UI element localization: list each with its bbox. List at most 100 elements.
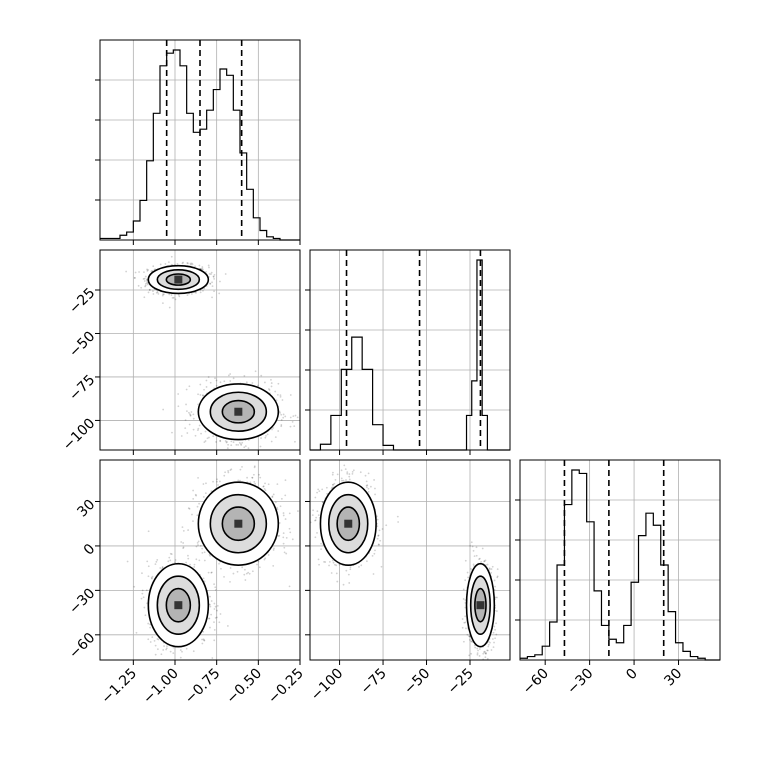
sample-point — [483, 560, 486, 563]
sample-point — [270, 378, 272, 381]
sample-point — [223, 380, 226, 383]
sample-point — [476, 653, 479, 656]
sample-point — [201, 642, 204, 645]
sample-point — [229, 580, 231, 583]
sample-point — [146, 269, 149, 272]
sample-point — [475, 554, 478, 557]
sample-point — [186, 262, 189, 264]
sample-point — [205, 386, 208, 388]
sample-point — [167, 261, 170, 264]
sample-point — [216, 604, 219, 607]
sample-point — [195, 545, 198, 548]
sample-point — [187, 669, 189, 671]
sample-point — [202, 483, 205, 485]
sample-point — [470, 652, 473, 655]
sample-point — [204, 492, 207, 495]
sample-point — [156, 291, 159, 294]
sample-point — [280, 425, 283, 428]
sample-point — [274, 501, 277, 504]
sample-point — [147, 622, 150, 625]
sample-point — [189, 414, 192, 417]
sample-point — [146, 281, 148, 283]
sample-point — [486, 657, 489, 660]
sample-point — [280, 413, 283, 416]
sample-point — [264, 557, 267, 560]
sample-point — [280, 424, 283, 426]
sample-point — [493, 579, 496, 582]
sample-point — [208, 553, 211, 556]
sample-point — [264, 489, 267, 492]
sample-point — [472, 563, 475, 566]
sample-point — [215, 379, 218, 382]
sample-point — [377, 543, 380, 546]
sample-point — [342, 479, 345, 482]
sample-point — [348, 475, 351, 478]
sample-point — [211, 285, 214, 288]
sample-point — [488, 568, 491, 571]
sample-point — [144, 275, 147, 278]
sample-point — [260, 437, 262, 439]
sample-point — [186, 432, 189, 434]
sample-point — [146, 282, 149, 285]
sample-point — [317, 558, 320, 561]
sample-point — [203, 559, 206, 562]
sample-point — [187, 557, 190, 560]
sample-point — [227, 471, 230, 474]
sample-point — [333, 563, 336, 566]
sample-point — [162, 293, 164, 296]
sample-point — [276, 508, 279, 511]
sample-point — [202, 496, 205, 498]
scatter-panel-param-1-vs-param-2: −100−75−50−25 — [60, 249, 301, 457]
sample-point — [161, 566, 164, 568]
y-tick-label: −75 — [66, 372, 98, 404]
sample-point — [484, 656, 487, 659]
sample-point — [278, 534, 281, 537]
sample-point — [196, 514, 199, 517]
sample-point — [487, 645, 490, 648]
sample-point — [209, 605, 212, 608]
sample-point — [230, 440, 233, 443]
sample-point — [156, 638, 159, 640]
sample-point — [464, 615, 467, 618]
density-peak — [174, 275, 183, 284]
sample-point — [147, 291, 150, 294]
sample-point — [296, 416, 299, 419]
sample-point — [240, 443, 242, 445]
sample-point — [245, 572, 248, 575]
sample-point — [208, 617, 210, 620]
sample-point — [171, 431, 173, 434]
sample-point — [137, 284, 140, 287]
y-tick-label: −25 — [66, 285, 98, 317]
sample-point — [177, 405, 180, 408]
sample-point — [270, 440, 273, 443]
sample-point — [244, 568, 246, 571]
sample-point — [236, 570, 239, 573]
sample-point — [223, 575, 225, 578]
sample-point — [230, 444, 233, 447]
sample-point — [228, 455, 230, 457]
sample-point — [494, 637, 497, 640]
sample-point — [174, 559, 177, 561]
sample-point — [203, 639, 206, 642]
sample-point — [254, 482, 257, 485]
x-tick-label: −0.50 — [224, 666, 266, 708]
sample-point — [165, 648, 168, 651]
sample-point — [244, 445, 247, 448]
sample-point — [272, 427, 275, 429]
sample-point — [291, 538, 294, 541]
sample-point — [480, 674, 482, 676]
sample-point — [176, 262, 179, 265]
sample-point — [133, 277, 136, 279]
sample-point — [218, 562, 220, 565]
sample-point — [199, 544, 202, 547]
sample-point — [219, 280, 221, 283]
sample-point — [481, 547, 484, 550]
sample-point — [366, 484, 369, 487]
sample-point — [271, 495, 274, 498]
sample-point — [188, 385, 191, 388]
sample-point — [341, 479, 343, 482]
sample-point — [160, 653, 163, 656]
sample-point — [185, 647, 188, 650]
sample-point — [206, 437, 209, 440]
sample-point — [475, 661, 477, 663]
